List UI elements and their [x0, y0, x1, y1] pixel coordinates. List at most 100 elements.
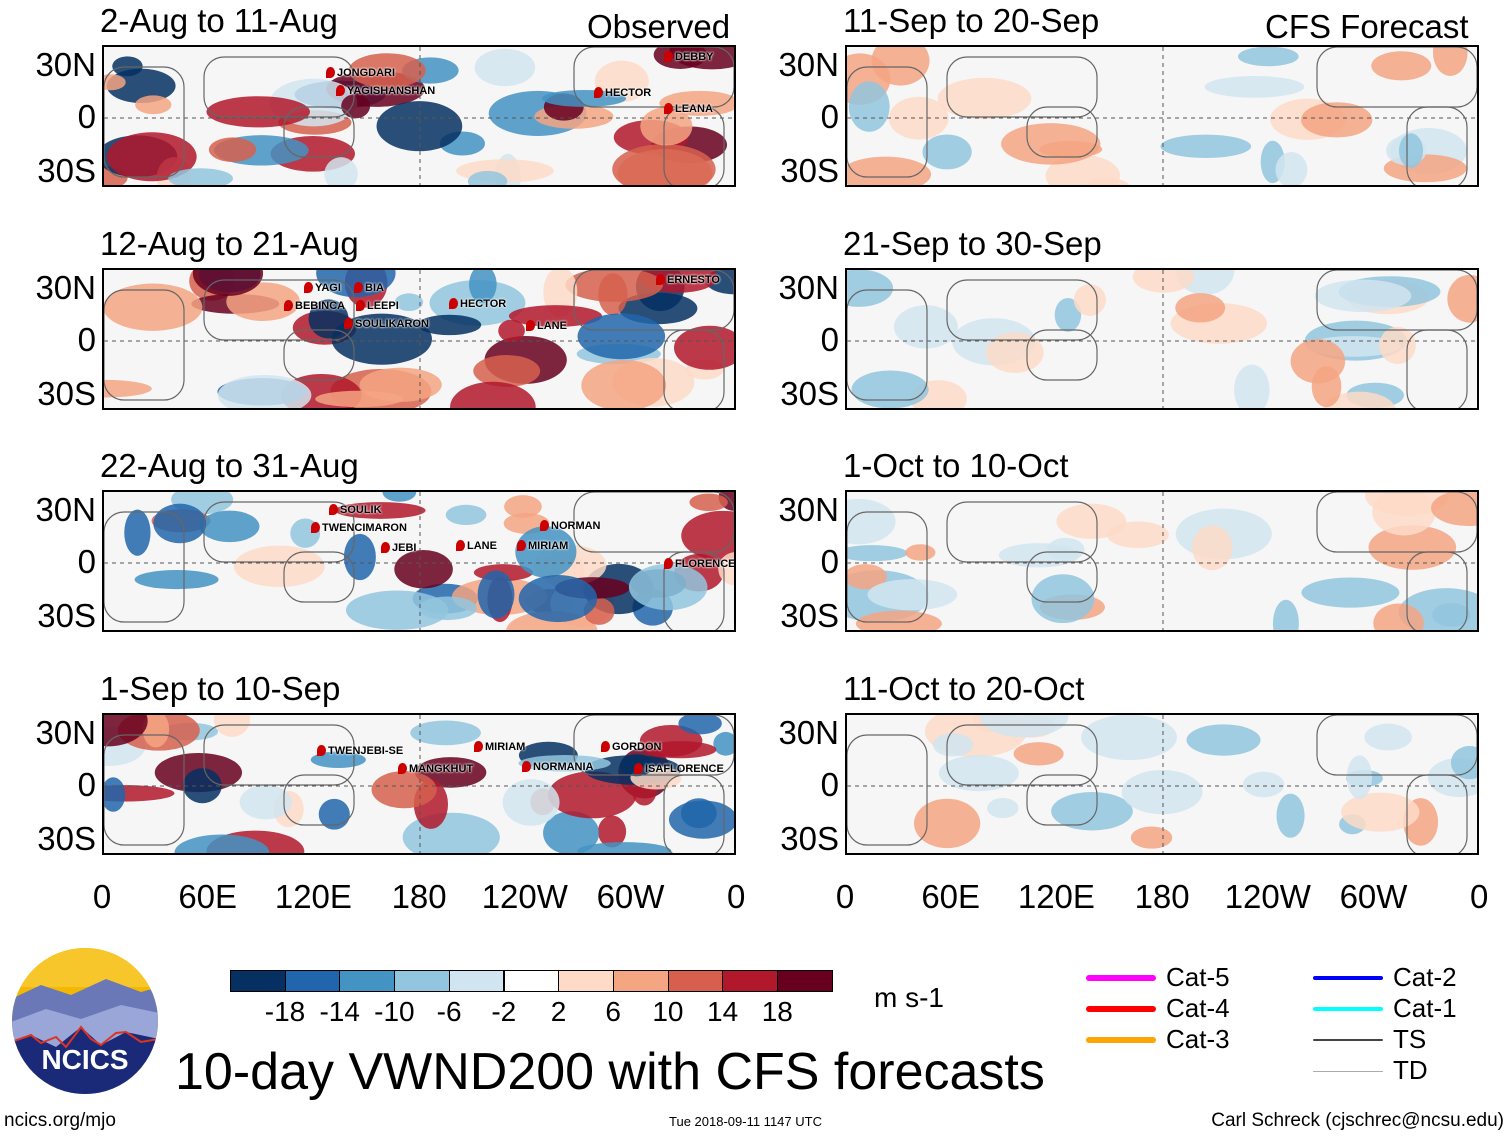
- coastline: [1026, 774, 1098, 826]
- colorbar-swatch: [339, 970, 396, 992]
- anomaly-contour: [382, 492, 417, 502]
- storm-label: LEANA: [664, 103, 713, 116]
- anomaly-contour: [112, 56, 143, 77]
- lat-label: 0: [820, 543, 839, 580]
- coastline: [946, 279, 1098, 341]
- anomaly-contour: [1379, 326, 1416, 365]
- anomaly-contour: [1160, 134, 1252, 159]
- storm-label: MIRIAM: [474, 741, 525, 754]
- lon-label: 120W: [1224, 878, 1311, 915]
- anomaly-contour: [1031, 574, 1095, 624]
- lat-label: 0: [820, 766, 839, 803]
- anomaly-contour: [681, 510, 734, 561]
- anomaly-contour: [124, 509, 151, 556]
- anomaly-contour: [1432, 47, 1468, 76]
- colorbar-tick-label: -6: [436, 996, 462, 1027]
- legend-line-cat-4: [1086, 1006, 1156, 1012]
- colorbar-swatch: [284, 970, 341, 992]
- anomaly-contour: [233, 545, 325, 588]
- storm-label: DEBBY: [664, 51, 714, 64]
- source-url[interactable]: ncics.org/mjo: [4, 1110, 116, 1131]
- anomaly-contour: [1186, 724, 1261, 756]
- anomaly-contour: [518, 575, 598, 623]
- anomaly-contour: [543, 811, 600, 853]
- panel-title: 22-Aug to 31-Aug: [100, 447, 359, 484]
- timestamp: Tue 2018-09-11 1147 UTC: [669, 1114, 822, 1129]
- anomaly-contour: [597, 815, 627, 848]
- anomaly-contour: [913, 798, 981, 849]
- lon-label: 0: [727, 878, 746, 915]
- coastline: [663, 551, 725, 630]
- anomaly-contour: [1371, 51, 1432, 81]
- anomaly-contour: [1175, 293, 1226, 323]
- credit: Carl Schreck (cjschrec@ncsu.edu): [1211, 1110, 1504, 1131]
- storm-label: JEBI: [381, 542, 416, 555]
- anomaly-contour: [1192, 525, 1233, 571]
- lat-label: 0: [77, 766, 96, 803]
- anomaly-contour: [410, 720, 481, 746]
- lon-label: 60E: [921, 878, 981, 915]
- anomaly-contour: [239, 784, 292, 820]
- storm-label: GORDON: [601, 741, 662, 754]
- lat-label: 0: [77, 543, 96, 580]
- coastline: [1026, 551, 1098, 603]
- anomaly-contour: [577, 842, 672, 853]
- anomaly-contour: [213, 715, 251, 737]
- anomaly-contour: [324, 157, 358, 185]
- storm-label: HECTOR: [449, 298, 506, 311]
- anomaly-contour: [689, 493, 728, 512]
- lat-label: 30N: [35, 491, 96, 528]
- coastline: [847, 511, 928, 623]
- storm-label: HECTOR: [594, 87, 651, 100]
- anomaly-contour: [628, 563, 708, 611]
- anomaly-contour: [104, 379, 152, 398]
- anomaly-contour: [104, 74, 126, 91]
- anomaly-contour: [847, 545, 908, 562]
- anomaly-contour: [577, 313, 666, 360]
- legend-line-td: [1313, 1070, 1383, 1072]
- anomaly-contour: [394, 549, 453, 589]
- anomaly-contour: [581, 360, 667, 408]
- lon-label: 0: [1470, 878, 1489, 915]
- lat-label: 30S: [37, 820, 96, 857]
- anomaly-contour: [343, 533, 376, 581]
- anomaly-contour: [1368, 525, 1457, 570]
- legend-line-cat-2: [1313, 976, 1383, 980]
- lat-label: 0: [77, 98, 96, 135]
- lon-label: 0: [835, 878, 855, 915]
- storm-label: NORMAN: [540, 520, 601, 533]
- coastline: [283, 774, 355, 826]
- lon-label: 120W: [481, 878, 568, 915]
- colorbar-tick-label: 10: [652, 996, 684, 1027]
- anomaly-contour: [473, 355, 541, 388]
- panel-title: 21-Sep to 30-Sep: [843, 225, 1102, 262]
- anomaly-contour: [1001, 123, 1101, 165]
- anomaly-contour: [1323, 391, 1396, 408]
- anomaly-contour: [1272, 599, 1299, 630]
- coastline: [283, 106, 355, 158]
- anomaly-contour: [678, 715, 722, 735]
- coastline: [1406, 329, 1468, 408]
- coastline: [1316, 270, 1477, 331]
- colorbar-tick-label: -18: [264, 996, 306, 1027]
- anomaly-contour: [318, 798, 350, 830]
- lat-label: 30N: [35, 269, 96, 306]
- observed-label: Observed: [587, 8, 731, 45]
- anomaly-contour: [668, 800, 734, 839]
- anomaly-contour: [893, 305, 958, 349]
- legend-label: Cat-5: [1166, 962, 1230, 992]
- storm-label: SOULIKARON: [344, 318, 429, 331]
- anomaly-contour: [417, 314, 482, 336]
- anomaly-contour: [1051, 792, 1133, 831]
- anomaly-contour: [938, 755, 1019, 792]
- anomaly-contour: [469, 270, 497, 304]
- storm-label: JONGDARI: [326, 67, 395, 80]
- anomaly-contour: [1341, 792, 1420, 832]
- storm-label: BIA: [354, 282, 384, 295]
- lat-label: 30N: [778, 491, 839, 528]
- coastline: [283, 329, 355, 381]
- panel-title: 11-Sep to 20-Sep: [843, 2, 1100, 39]
- anomaly-contour: [1314, 279, 1412, 313]
- panel-title: 12-Aug to 21-Aug: [100, 225, 359, 262]
- anomaly-contour: [142, 715, 170, 748]
